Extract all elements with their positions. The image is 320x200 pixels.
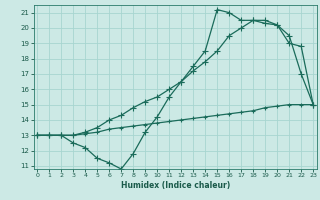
X-axis label: Humidex (Indice chaleur): Humidex (Indice chaleur) (121, 181, 230, 190)
